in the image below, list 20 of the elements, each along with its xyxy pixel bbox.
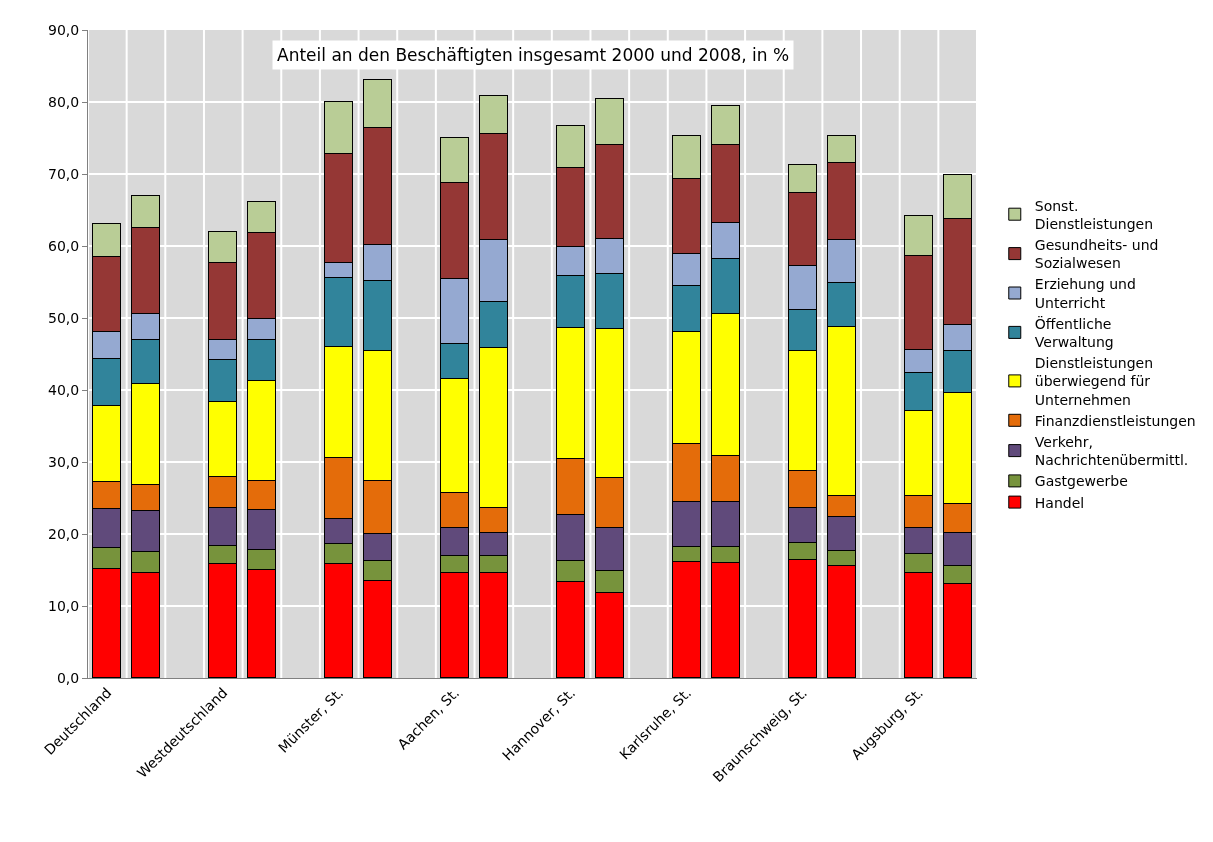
legend-label: Handel bbox=[1034, 494, 1085, 511]
y-tick-label: 50,0 bbox=[48, 309, 80, 326]
legend-label: Gastgewerbe bbox=[1034, 473, 1128, 490]
y-tick-label: 90,0 bbox=[48, 21, 80, 38]
y-tick-label: 70,0 bbox=[48, 165, 80, 182]
legend-label: Erziehung und Unterricht bbox=[1034, 276, 1136, 311]
y-tick-label: 30,0 bbox=[48, 453, 80, 470]
legend-label: Sonst. Dienstleistungen bbox=[1034, 197, 1154, 232]
y-tick-label: 80,0 bbox=[48, 93, 80, 110]
text: Anteil an den Beschäftigten insgesamt 2000 und 2008, in % bbox=[277, 45, 790, 65]
legend-label: Dienstleistungen überwiegend für Unternehmen bbox=[1034, 355, 1154, 408]
legend-label: Gesundheits- und Sozialwesen bbox=[1034, 236, 1159, 272]
legend-label: Verkehr, Nachrichtenübermittl. bbox=[1034, 433, 1189, 469]
y-tick-label: 10,0 bbox=[48, 597, 80, 614]
legend-label: Finanzdienstleistungen bbox=[1034, 412, 1196, 429]
y-tick-label: 0,0 bbox=[56, 669, 80, 686]
legend-label: Öffentliche Verwaltung bbox=[1034, 314, 1114, 350]
y-tick-label: 20,0 bbox=[48, 525, 80, 542]
y-tick-label: 40,0 bbox=[48, 381, 80, 398]
y-tick-label: 60,0 bbox=[48, 237, 80, 254]
